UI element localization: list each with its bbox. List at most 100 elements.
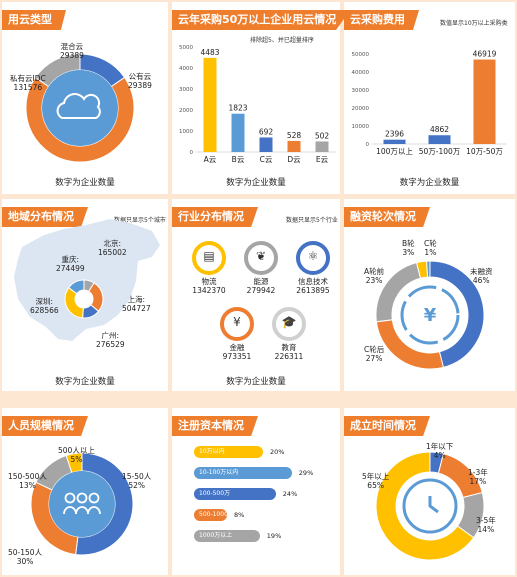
bar-value-label: 2396: [385, 130, 404, 139]
label-unfunded: 未融资 46%: [470, 267, 493, 285]
label-shenzhen: 深圳: 628566: [30, 297, 59, 315]
label-value: 52%: [128, 481, 145, 490]
label-pre-a: A轮前 23%: [364, 267, 384, 285]
category-label: 100万以上: [376, 147, 413, 156]
label-value: 17%: [469, 477, 487, 486]
industry-item: 信息技术 2613895: [288, 277, 338, 295]
bar-value-label: 1823: [228, 104, 247, 113]
capital-percent: 24%: [282, 490, 298, 498]
label-post-c: C轮后 27%: [364, 345, 384, 363]
y-tick-label: 0: [190, 150, 194, 156]
panel-caption: 数字为企业数量: [226, 377, 286, 387]
industry-label: 物流: [201, 277, 217, 286]
industry-label: 教育: [281, 343, 297, 352]
panel-title: 云年采购50万以上企业用云情况: [172, 10, 351, 30]
leaf-icon: ❦: [244, 241, 278, 275]
y-tick-label: 0: [366, 142, 370, 148]
label-1-3y: 1-3年 17%: [468, 468, 488, 486]
label-name: 上海:: [127, 295, 146, 304]
capital-percent: 8%: [234, 511, 245, 519]
bar-3: [287, 140, 301, 152]
label-public-cloud: 公有云 29389: [128, 72, 152, 90]
label-value: 276529: [96, 340, 125, 349]
bar-4: [315, 141, 329, 152]
label-value: 65%: [367, 481, 384, 490]
panel-title: 注册资本情况: [172, 416, 258, 436]
clock-icon: [396, 472, 464, 540]
yen-cycle-icon: ¥: [392, 277, 468, 353]
bar-value-label: 692: [259, 127, 274, 136]
label-shanghai: 上海: 504727: [122, 295, 151, 313]
industry-item: 物流 1342370: [188, 277, 230, 295]
label-round-b: B轮 3%: [402, 239, 415, 257]
svg-text:¥: ¥: [424, 305, 437, 326]
panel-note: 数据只显示5个行业: [286, 217, 338, 224]
label-500-plus: 500人以上 5%: [58, 446, 95, 464]
panel-caption: 数字为企业数量: [399, 178, 460, 188]
label-name: 150-500人: [8, 472, 47, 481]
y-tick-label: 3000: [179, 87, 193, 93]
panel-capital: 注册资本情况 10万以内 20% 10-100万以内 29% 100-500万 24% 50…: [172, 408, 340, 575]
industry-label: 金融: [229, 343, 245, 352]
label-value: 29389: [60, 51, 84, 60]
label-guangzhou: 广州: 276529: [96, 331, 125, 349]
panel-title: 行业分布情况: [172, 207, 258, 227]
y-tick-label: 10000: [352, 124, 370, 130]
label-value: 504727: [122, 304, 151, 313]
label-value: 274499: [56, 264, 85, 273]
label-value: 46%: [472, 276, 490, 285]
category-label: 10万-50万: [466, 147, 503, 156]
label-value: 1%: [424, 248, 437, 257]
staff-donut: [30, 452, 134, 556]
cloud-icon: [42, 70, 118, 146]
industry-label: 能源: [253, 277, 269, 286]
panel-industry: 行业分布情况 数据只显示5个行业 ▤ 物流 1342370 ❦ 能源 279942 …: [172, 199, 340, 391]
industry-value: 2613895: [296, 286, 330, 295]
industry-item: 教育 226311: [266, 343, 312, 361]
label-name: C轮: [424, 239, 437, 248]
y-tick-label: 1000: [179, 129, 193, 135]
label-private-cloud: 私有云IDC 131576: [10, 74, 46, 92]
panel-note: 数值显示10万以上采购类: [440, 20, 508, 27]
panel-founded: 成立时间情况 1年以下 4% 1-3年 17% 3-5年 14% 5年以上 65%: [344, 408, 515, 575]
people-icon: [49, 471, 115, 537]
bar-value-label: 4483: [200, 48, 219, 57]
label-name: 广州:: [101, 331, 120, 340]
capital-bar: 100-500万: [194, 488, 276, 500]
bar-2: [473, 59, 496, 144]
capital-percent: 29%: [298, 469, 314, 477]
bar-0: [383, 139, 406, 144]
y-axis-ticks: 0 1000 2000 3000 4000 5000: [179, 45, 194, 156]
panel-title: 云采购费用: [344, 10, 419, 30]
label-value: 5%: [70, 455, 83, 464]
y-tick-label: 30000: [352, 88, 370, 94]
category-label: A云: [204, 155, 217, 164]
label-value: 29389: [128, 81, 152, 90]
label-value: 23%: [365, 276, 383, 285]
industry-value: 1342370: [192, 286, 226, 295]
capital-percent: 20%: [270, 448, 285, 456]
label-value: 3%: [402, 248, 415, 257]
panel-note: 排除超5、并已超量排序: [250, 37, 314, 44]
atom-icon: ⚛: [296, 241, 330, 275]
industry-item: 金融 973351: [214, 343, 260, 361]
bar-0: [203, 57, 217, 153]
label-name: 公有云: [128, 72, 152, 81]
panel-funding: 融资轮次情况 ¥ 未融资 46% C轮后 27% A轮前 23% B轮 3% C轮 1%: [344, 199, 515, 391]
bar-value-label: 528: [287, 131, 302, 140]
label-name: 深圳:: [35, 297, 54, 306]
procurement-bar-chart: 0 1000 2000 3000 4000 5000 4483 A云 1823 B云 692 C云 52…: [179, 45, 336, 164]
label-name: 混合云: [60, 42, 84, 51]
industry-item: 能源 279942: [238, 277, 284, 295]
industry-value: 226311: [274, 352, 304, 361]
region-center: [75, 290, 93, 308]
label-value: 165002: [98, 248, 127, 257]
label-value: 27%: [365, 354, 383, 363]
label-name: 北京:: [103, 239, 122, 248]
y-tick-label: 40000: [352, 70, 370, 76]
capital-bar: 10万以内: [194, 446, 263, 458]
label-name: 重庆:: [61, 255, 80, 264]
label-beijing: 北京: 165002: [98, 239, 127, 257]
capital-bar: 500-1000万: [194, 509, 234, 521]
label-15-50: 15-50人 52%: [122, 472, 151, 490]
